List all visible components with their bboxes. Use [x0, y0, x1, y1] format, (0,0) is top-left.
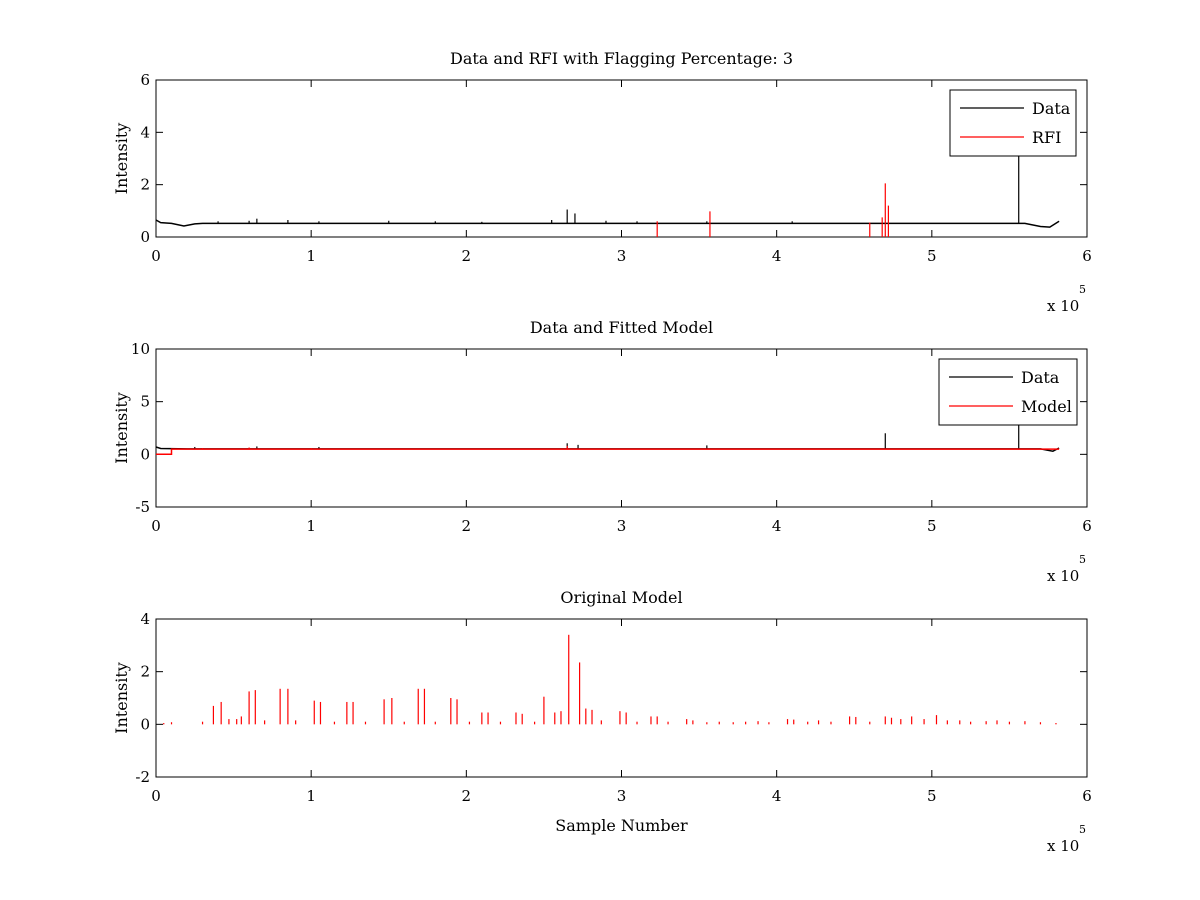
y-tick-label: 10: [131, 340, 150, 358]
y-tick-label: 5: [140, 393, 150, 411]
y-axis-label: Intensity: [112, 123, 131, 195]
series-rfi: [656, 183, 889, 237]
x-exponent-base: x 10: [1047, 567, 1079, 585]
y-tick-label: 0: [140, 228, 150, 246]
legend-label: Model: [1021, 397, 1072, 416]
x-tick-label: 4: [772, 247, 782, 265]
x-exponent-power: 5: [1079, 823, 1086, 836]
x-tick-label: 5: [927, 787, 937, 805]
y-tick-label: 6: [140, 71, 150, 89]
chart-title: Original Model: [560, 588, 682, 607]
legend-label: RFI: [1032, 128, 1061, 147]
x-tick-label: 6: [1082, 787, 1092, 805]
y-tick-label: -5: [135, 498, 150, 516]
series-data: [155, 153, 1060, 228]
x-exponent-base: x 10: [1047, 297, 1079, 315]
y-tick-label: 2: [140, 663, 150, 681]
x-tick-label: 4: [772, 517, 782, 535]
legend-label: Data: [1032, 99, 1071, 118]
panel-1: Data and RFI with Flagging Percentage: 3…: [112, 49, 1092, 315]
x-exponent-base: x 10: [1047, 837, 1079, 855]
series-line: [163, 634, 1057, 725]
x-tick-label: 4: [772, 787, 782, 805]
y-tick-label: 2: [140, 176, 150, 194]
x-tick-label: 1: [306, 247, 316, 265]
x-tick-label: 0: [151, 517, 161, 535]
x-tick-label: 3: [617, 517, 627, 535]
x-tick-label: 5: [927, 517, 937, 535]
x-tick-label: 6: [1082, 247, 1092, 265]
x-tick-label: 3: [617, 787, 627, 805]
x-tick-label: 1: [306, 517, 316, 535]
legend-box: [949, 89, 1077, 157]
legend: Data Model: [938, 358, 1078, 426]
plot-area: [155, 618, 1088, 778]
x-tick-label: 2: [462, 787, 472, 805]
x-exponent-power: 5: [1079, 283, 1086, 296]
x-exponent-power: 5: [1079, 553, 1086, 566]
x-tick-label: 0: [151, 247, 161, 265]
y-axis-label: Intensity: [112, 392, 131, 464]
y-axis-label: Intensity: [112, 662, 131, 734]
chart-title: Data and Fitted Model: [530, 318, 713, 337]
x-axis-label: Sample Number: [555, 816, 688, 835]
x-tick-label: 1: [306, 787, 316, 805]
y-tick-label: 0: [140, 445, 150, 463]
chart-title: Data and RFI with Flagging Percentage: 3: [450, 49, 793, 68]
y-tick-label: 0: [140, 715, 150, 733]
series-model: [156, 445, 1060, 456]
x-tick-label: 3: [617, 247, 627, 265]
plot-area: [155, 79, 1088, 238]
series-line: [155, 219, 1060, 228]
x-tick-label: 5: [927, 247, 937, 265]
plot-area: [155, 348, 1088, 508]
y-tick-label: -2: [135, 768, 150, 786]
y-tick-label: 4: [140, 123, 150, 141]
legend: Data RFI: [949, 89, 1077, 157]
y-tick-label: 4: [140, 610, 150, 628]
x-tick-label: 6: [1082, 517, 1092, 535]
x-tick-label: 2: [462, 517, 472, 535]
x-tick-label: 2: [462, 247, 472, 265]
series-line: [156, 448, 1060, 456]
legend-box: [938, 358, 1078, 426]
legend-label: Data: [1021, 368, 1060, 387]
x-tick-label: 0: [151, 787, 161, 805]
